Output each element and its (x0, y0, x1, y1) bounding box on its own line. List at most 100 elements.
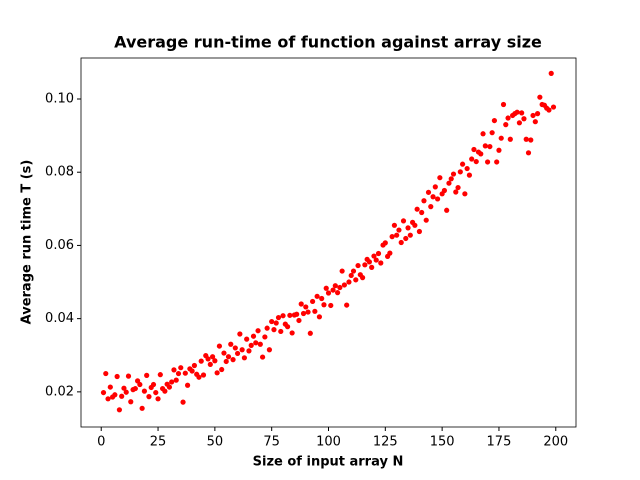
point (271, 327, 277, 333)
point (153, 389, 159, 396)
x-tick-label: 75 (263, 435, 280, 450)
point (196, 374, 202, 380)
point (346, 279, 352, 285)
point (519, 110, 525, 116)
point (466, 172, 473, 178)
point (278, 328, 284, 335)
point (314, 293, 320, 299)
point (462, 191, 468, 197)
point (412, 222, 418, 228)
point (469, 156, 475, 162)
point (207, 361, 213, 368)
point (478, 151, 484, 157)
point (107, 384, 113, 390)
y-tick-label: 0.04 (45, 311, 74, 326)
point (432, 184, 438, 190)
point (209, 354, 216, 360)
point (105, 396, 111, 402)
point (341, 282, 348, 288)
point (180, 399, 186, 405)
point (121, 385, 127, 391)
point (480, 131, 486, 137)
point (184, 382, 191, 388)
point (487, 143, 493, 150)
plot-frame (80, 57, 577, 428)
point (482, 143, 488, 149)
point (275, 314, 282, 321)
point (128, 399, 134, 405)
point (530, 112, 536, 119)
point (339, 268, 345, 274)
point (430, 194, 436, 200)
point (507, 136, 513, 142)
point (373, 257, 379, 263)
point (521, 116, 527, 122)
point (178, 365, 184, 371)
point (400, 218, 407, 224)
point (296, 317, 302, 324)
point (455, 184, 461, 191)
point (437, 175, 443, 181)
y-tick-label: 0.02 (45, 384, 74, 399)
point (216, 343, 223, 349)
point (162, 388, 168, 394)
point (464, 165, 470, 172)
point (423, 217, 429, 223)
point (173, 377, 179, 383)
point (405, 225, 411, 231)
point (309, 298, 316, 305)
point (489, 130, 495, 136)
point (219, 366, 225, 373)
point (214, 370, 220, 376)
x-tick-label: 175 (487, 435, 512, 450)
point (484, 159, 491, 165)
point (523, 136, 529, 142)
point (250, 333, 257, 339)
point (355, 262, 361, 269)
point (550, 104, 557, 110)
point (394, 232, 400, 238)
point (348, 272, 354, 279)
point (425, 189, 432, 195)
y-tick-label: 0.08 (45, 165, 74, 180)
point (200, 372, 207, 378)
point (532, 119, 538, 125)
x-tick-label: 125 (373, 435, 398, 450)
point (391, 222, 398, 228)
point (303, 304, 309, 310)
x-tick-label: 100 (316, 435, 341, 450)
point (241, 355, 248, 361)
point (525, 150, 532, 156)
point (287, 312, 293, 318)
point (534, 111, 541, 117)
point (414, 206, 420, 212)
point (332, 283, 338, 289)
point (350, 268, 357, 274)
point (369, 264, 375, 270)
point (248, 342, 254, 348)
point (280, 313, 286, 319)
point (473, 158, 479, 165)
x-tick-label: 25 (150, 435, 167, 450)
point (307, 330, 313, 336)
y-tick-label: 0.06 (45, 238, 74, 253)
point (378, 260, 384, 266)
point (330, 287, 336, 293)
point (125, 373, 132, 379)
point (221, 350, 227, 356)
point (300, 310, 307, 317)
point (246, 348, 252, 354)
point (266, 347, 273, 353)
point (366, 259, 373, 265)
point (362, 262, 368, 268)
point (225, 354, 232, 360)
point (264, 325, 270, 331)
x-tick-label: 150 (430, 435, 455, 450)
point (548, 70, 554, 76)
point (166, 384, 173, 390)
point (325, 290, 332, 296)
point (312, 308, 318, 314)
point (116, 407, 123, 413)
point (244, 336, 250, 342)
point (375, 250, 382, 257)
